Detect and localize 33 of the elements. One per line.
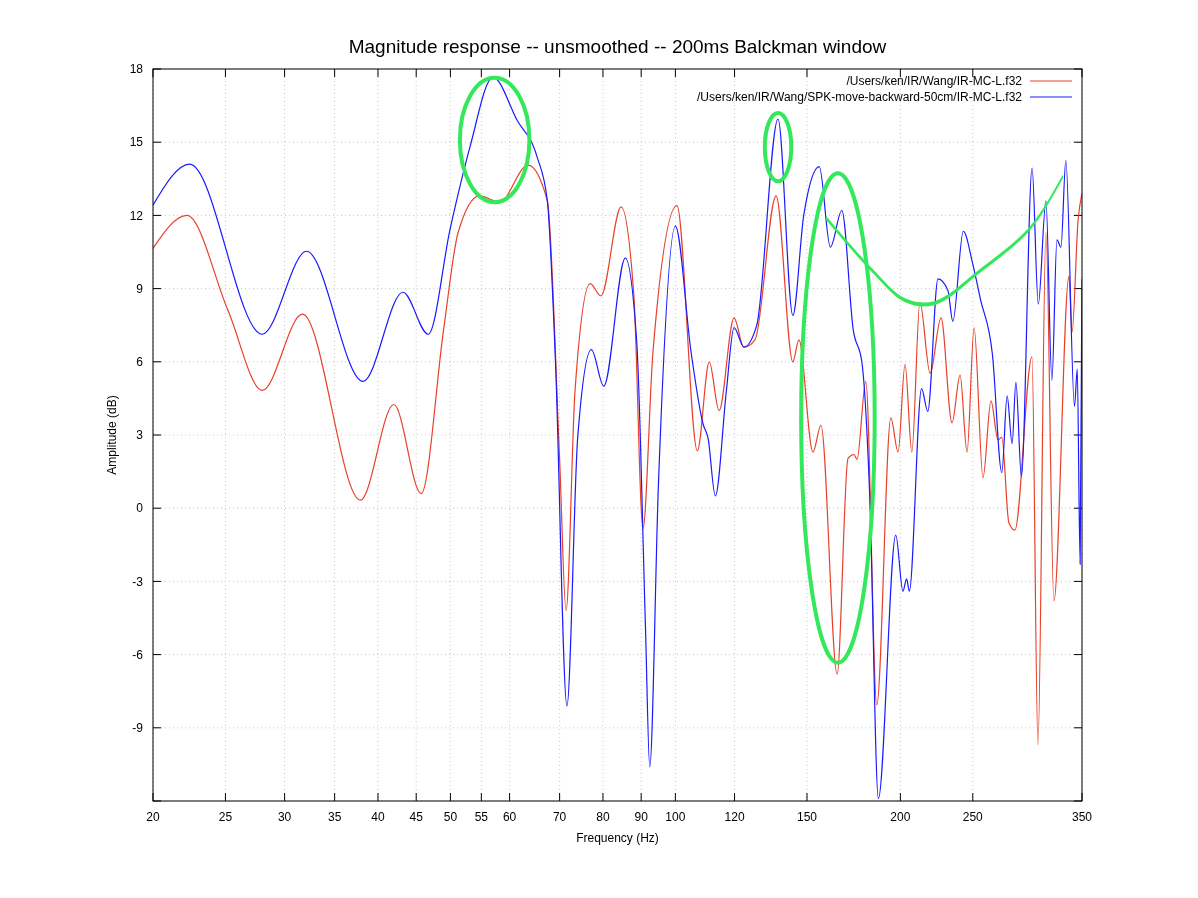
x-tick-label: 70 (552, 810, 567, 824)
x-tick-label: 250 (962, 810, 984, 824)
y-tick-label: -6 (132, 647, 144, 662)
legend-label: /Users/ken/IR/Wang/IR-MC-L.f32 (846, 74, 1023, 89)
y-axis-title: Amplitude (dB) (105, 395, 119, 475)
x-tick-label: 90 (634, 810, 649, 824)
x-tick-label: 350 (1071, 810, 1093, 824)
x-tick-label: 25 (218, 810, 233, 824)
x-tick-label: 60 (502, 810, 517, 824)
x-tick-label: 50 (443, 810, 458, 824)
chart-title: Magnitude response -- unsmoothed -- 200ms Balckman window (348, 36, 887, 57)
x-tick-label: 45 (409, 810, 424, 824)
y-tick-label: 12 (129, 208, 144, 223)
x-tick-label: 20 (146, 810, 160, 824)
y-tick-label: 18 (129, 62, 144, 77)
y-tick-label: 6 (136, 355, 144, 369)
x-tick-label: 80 (596, 810, 610, 824)
x-tick-label: 100 (665, 810, 686, 824)
y-tick-label: 9 (136, 281, 144, 296)
x-tick-label: 30 (277, 810, 292, 824)
x-tick-label: 200 (890, 810, 911, 824)
x-tick-label: 55 (474, 810, 489, 824)
x-tick-label: 35 (327, 810, 342, 824)
legend-label: /Users/ken/IR/Wang/SPK-move-backward-50cm/IR-MC-L.f32 (697, 90, 1023, 105)
x-tick-label: 40 (371, 810, 385, 824)
y-tick-label: 0 (136, 501, 144, 516)
x-axis-title: Frequency (Hz) (576, 831, 659, 845)
y-tick-label: -3 (132, 574, 144, 589)
y-tick-label: 15 (129, 135, 144, 150)
x-tick-label: 120 (724, 810, 745, 824)
y-tick-label: 3 (136, 428, 144, 443)
y-tick-label: -9 (132, 721, 144, 735)
x-tick-label: 150 (796, 810, 818, 824)
